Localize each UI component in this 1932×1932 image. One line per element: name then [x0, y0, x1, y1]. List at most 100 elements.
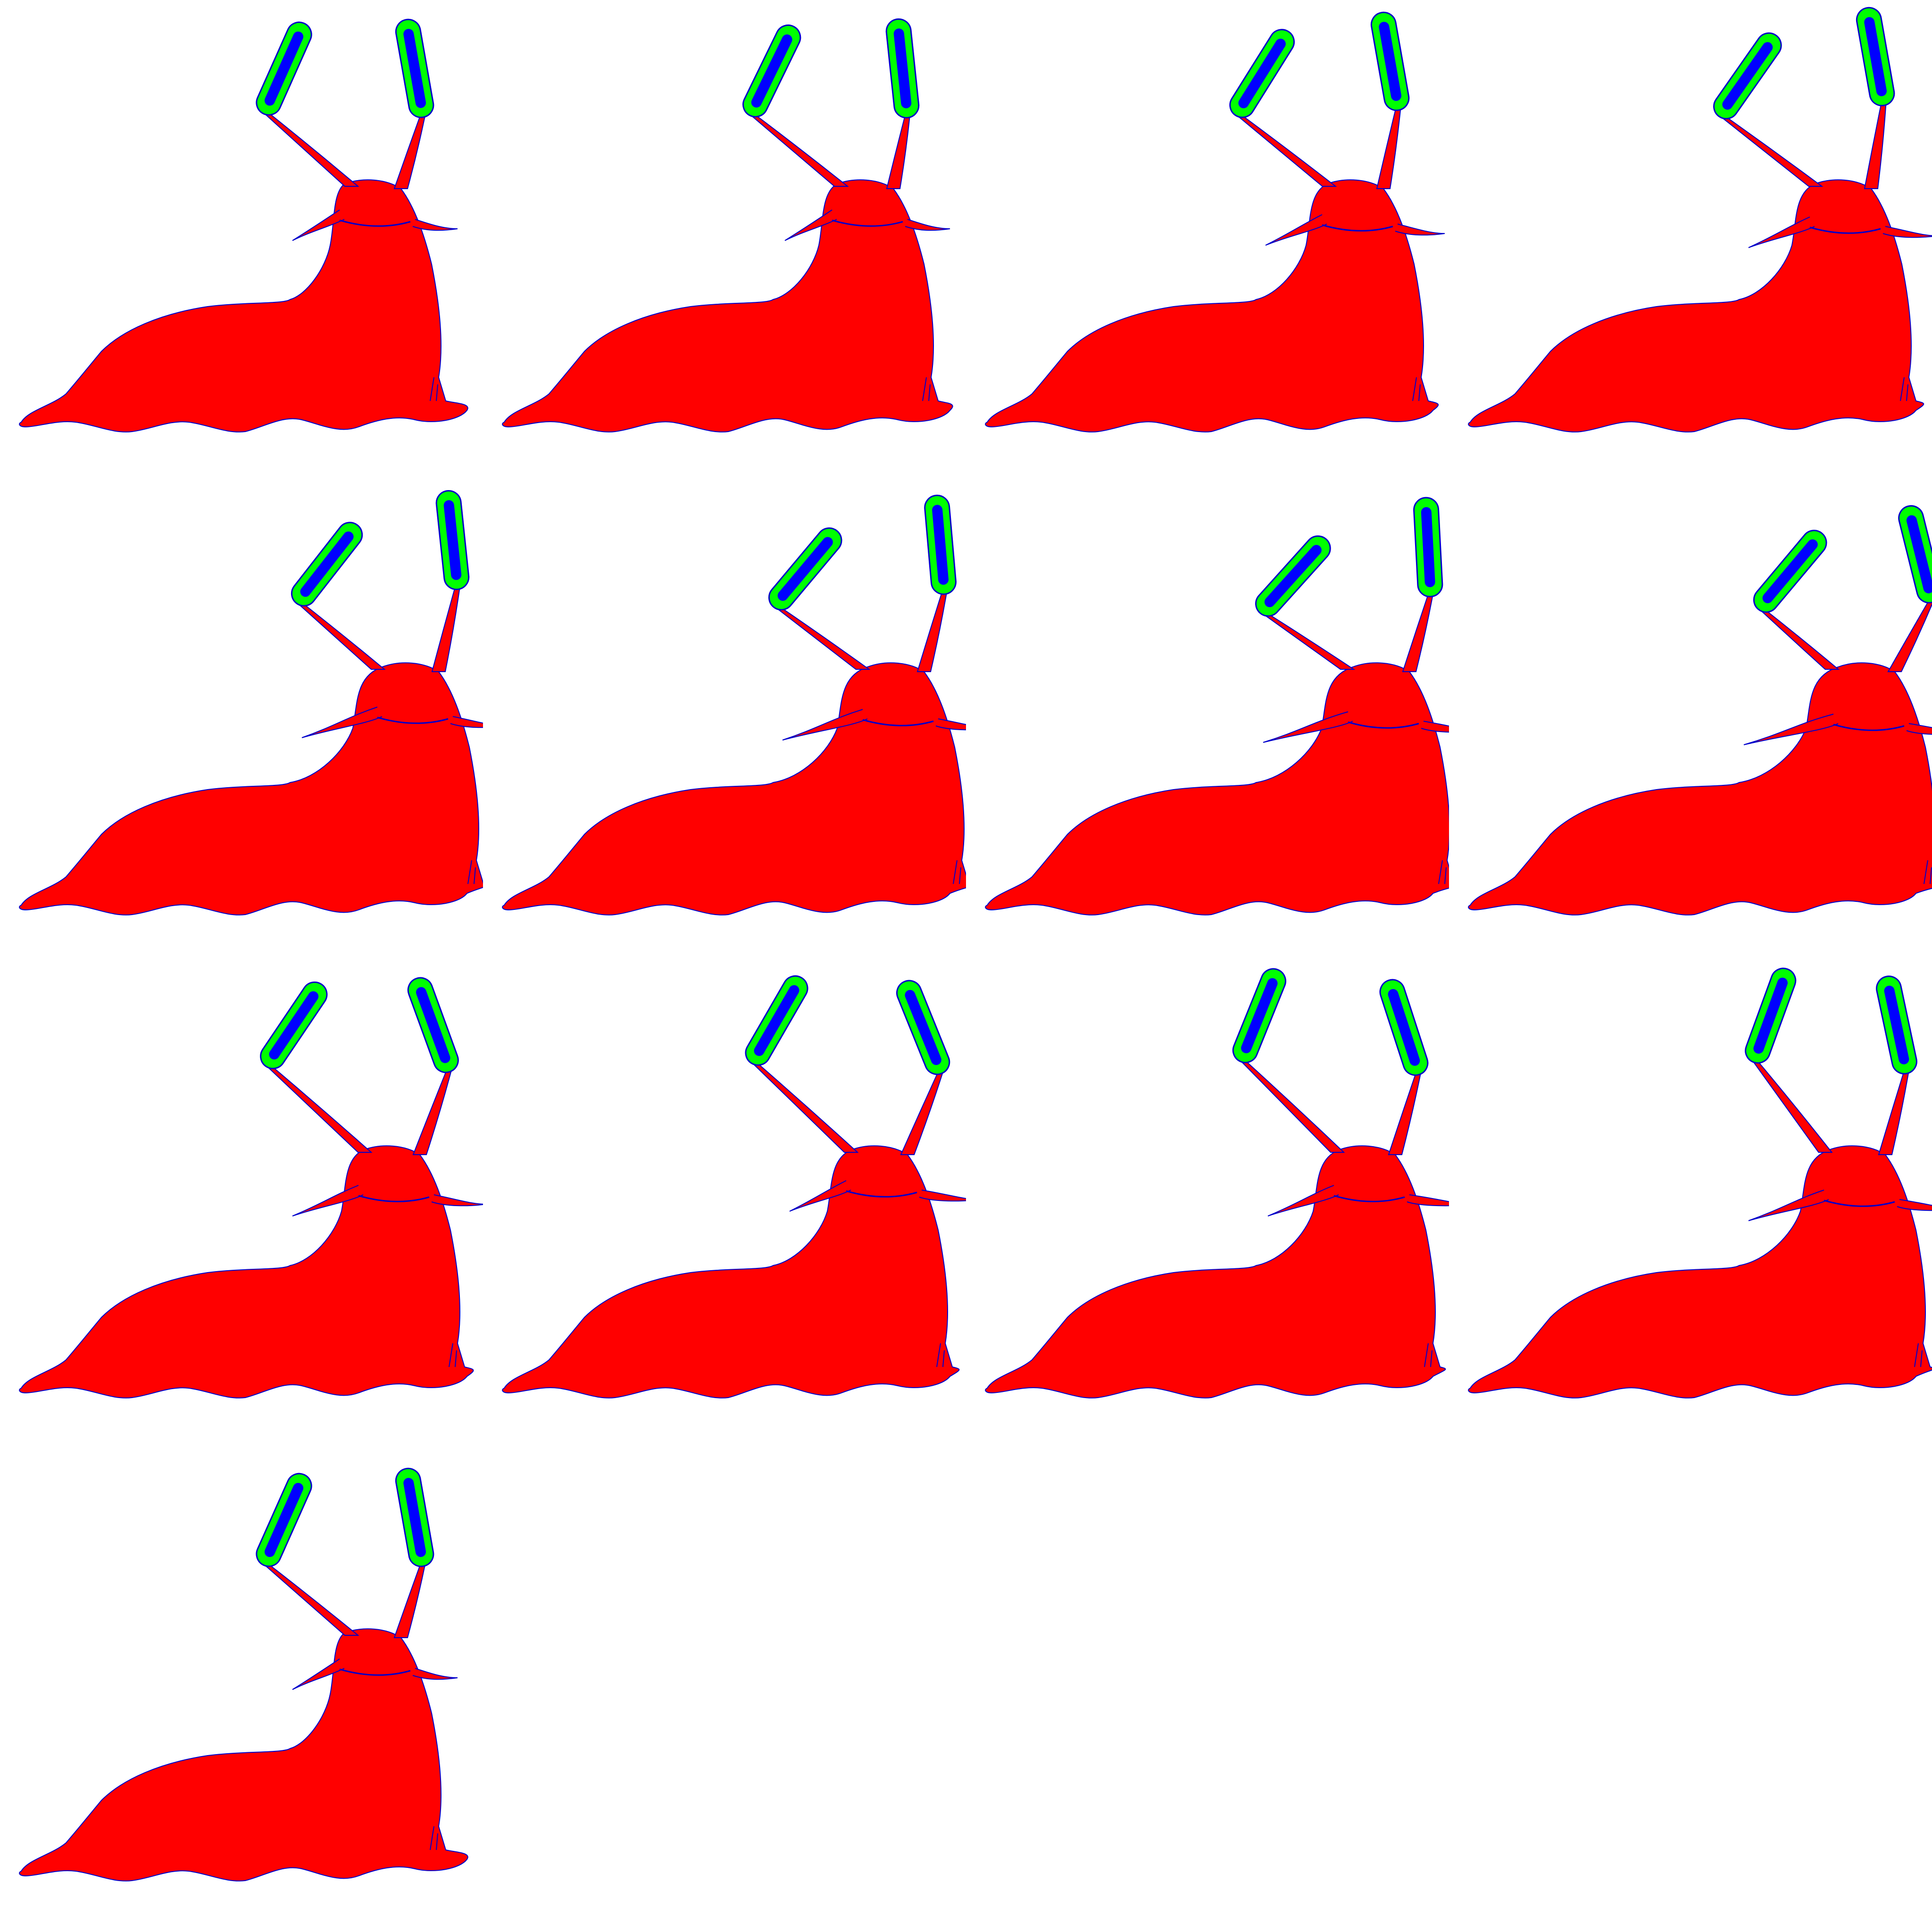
- right-eye-pupil: [403, 29, 426, 108]
- left-eye-pupil: [751, 34, 792, 108]
- left-eye-stalk: [1238, 1059, 1345, 1153]
- slug-character: [19, 18, 468, 433]
- right-eye-icon: [1876, 975, 1917, 1074]
- slug-character: [19, 1467, 468, 1882]
- left-whisker: [292, 1185, 364, 1216]
- right-eye-pupil: [932, 505, 949, 585]
- mouth-line: [1322, 224, 1393, 232]
- left-eye-stalk: [747, 113, 849, 187]
- left-whisker: [301, 707, 383, 738]
- left-eye-icon: [742, 25, 801, 118]
- right-eye-pupil: [1379, 22, 1401, 101]
- left-eye-pupil: [1753, 977, 1788, 1054]
- right-eye-stalk: [916, 591, 948, 672]
- right-eye-pupil: [416, 987, 450, 1063]
- slug-sprite: [19, 1467, 468, 1882]
- slug-body: [19, 662, 483, 916]
- right-whisker: [1395, 224, 1445, 236]
- slug-character: [502, 494, 966, 916]
- right-eye-icon: [885, 18, 920, 119]
- left-eye-stalk: [771, 604, 871, 670]
- right-eye-stalk: [1878, 1070, 1909, 1155]
- sprite-frame: [483, 0, 966, 483]
- right-whisker: [905, 219, 950, 231]
- slug-character: [985, 497, 1449, 916]
- slug-sprite: [19, 18, 468, 433]
- mouth-line: [832, 219, 903, 227]
- left-whisker: [1267, 1185, 1339, 1216]
- sprite-frame: [0, 483, 483, 966]
- right-eye-pupil: [1421, 507, 1435, 587]
- right-whisker: [1897, 1199, 1932, 1211]
- mouth-line: [1833, 724, 1905, 731]
- tail-detail: [449, 1343, 457, 1367]
- slug-body: [19, 179, 468, 433]
- right-eye-stalk: [1376, 107, 1401, 189]
- sprite-frame: [483, 966, 966, 1449]
- sprite-frame: [966, 483, 1449, 966]
- right-whisker: [919, 1190, 966, 1202]
- left-eye-icon: [1255, 535, 1331, 617]
- mouth-line: [1809, 226, 1881, 234]
- right-eye-stalk: [1402, 593, 1434, 672]
- left-eye-stalk: [1756, 607, 1840, 670]
- left-eye-pupil: [264, 1482, 304, 1557]
- left-whisker: [782, 709, 868, 741]
- mouth-line: [339, 219, 411, 227]
- sprite-frame: [1449, 483, 1932, 966]
- left-whisker: [1743, 714, 1839, 745]
- left-eye-stalk: [1751, 1059, 1833, 1153]
- left-eye-stalk: [749, 1061, 859, 1153]
- slug-character: [985, 11, 1445, 433]
- slug-sprite: [1468, 967, 1932, 1399]
- sprite-frame: [966, 966, 1449, 1449]
- right-eye-stalk: [431, 586, 461, 672]
- slug-sprite: [985, 968, 1449, 1399]
- tail-detail: [1900, 377, 1908, 401]
- left-eye-stalk: [1716, 114, 1824, 187]
- left-whisker: [292, 1658, 345, 1690]
- right-eye-icon: [1379, 979, 1429, 1076]
- right-whisker: [412, 1668, 458, 1680]
- left-eye-pupil: [264, 31, 304, 106]
- left-eye-pupil: [777, 537, 833, 601]
- slug-character: [19, 977, 483, 1399]
- right-eye-stalk: [1388, 1072, 1422, 1155]
- right-whisker: [412, 219, 458, 231]
- slug-sprite: [19, 977, 483, 1399]
- left-whisker: [1265, 214, 1327, 246]
- left-whisker: [1263, 711, 1353, 743]
- right-eye-stalk: [900, 1071, 944, 1155]
- mouth-line: [1824, 1199, 1895, 1207]
- right-eye-pupil: [1864, 17, 1887, 96]
- right-eye-pupil: [1906, 515, 1932, 593]
- right-eye-stalk: [393, 1563, 426, 1638]
- right-eye-icon: [395, 1467, 434, 1567]
- left-eye-icon: [1229, 29, 1295, 118]
- right-whisker: [431, 1194, 483, 1207]
- left-whisker: [292, 209, 345, 241]
- left-eye-pupil: [1241, 978, 1278, 1053]
- left-eye-icon: [256, 1473, 312, 1567]
- right-whisker: [1421, 721, 1449, 733]
- right-eye-icon: [395, 18, 434, 118]
- slug-character: [1468, 967, 1932, 1399]
- sprite-frame: [483, 483, 966, 966]
- slug-character: [502, 975, 966, 1399]
- slug-body: [985, 1145, 1446, 1399]
- slug-body: [502, 179, 953, 433]
- tail-detail: [1424, 1343, 1432, 1367]
- left-eye-icon: [1713, 32, 1782, 120]
- mouth-line: [846, 1190, 917, 1198]
- right-eye-icon: [1856, 7, 1895, 107]
- right-whisker: [935, 718, 966, 731]
- right-eye-pupil: [893, 28, 912, 108]
- mouth-line: [339, 1668, 411, 1676]
- tail-detail: [1412, 377, 1421, 401]
- right-whisker: [1407, 1194, 1449, 1207]
- mouth-line: [377, 716, 449, 724]
- slug-sprite: [1468, 505, 1932, 916]
- left-eye-stalk: [261, 111, 359, 187]
- right-eye-pupil: [905, 990, 941, 1065]
- left-eye-pupil: [754, 985, 799, 1056]
